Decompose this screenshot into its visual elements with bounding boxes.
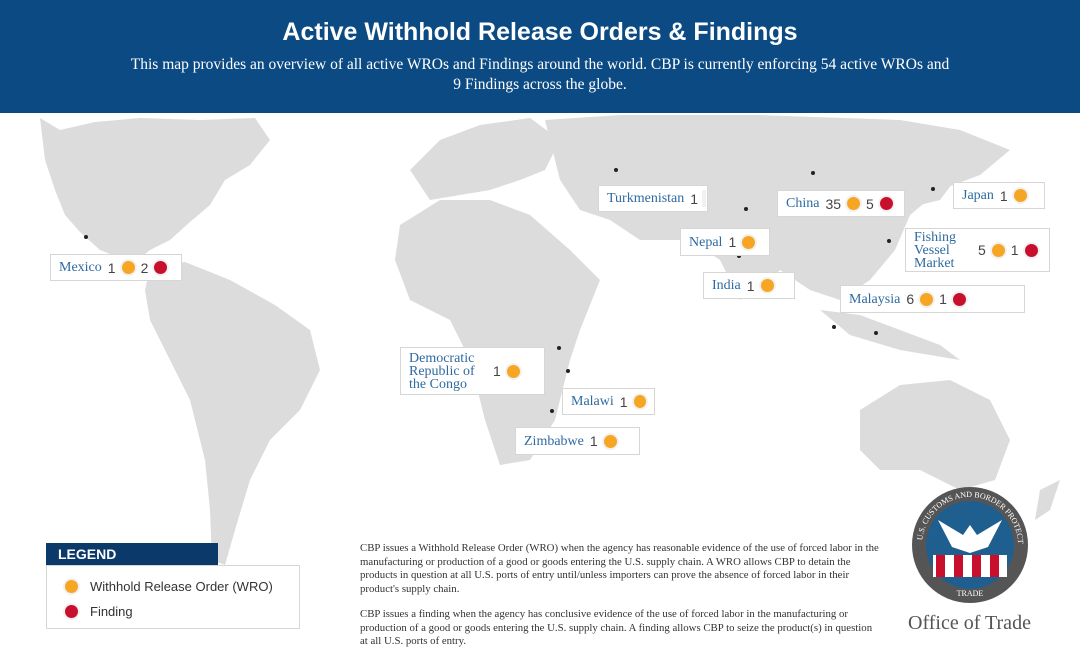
callout-china[interactable]: China 35 5: [777, 190, 905, 217]
callout-india[interactable]: India 1: [703, 272, 795, 299]
legend-item-finding: Finding: [65, 604, 133, 619]
callout-malawi[interactable]: Malawi 1: [562, 388, 655, 415]
malaysia-pin: [832, 325, 836, 329]
wro-dot-icon: [633, 395, 646, 408]
wro-count: 1: [589, 433, 598, 449]
malaysia-pin-2: [874, 331, 878, 335]
callout-turkmenistan[interactable]: Turkmenistan 1: [598, 185, 708, 212]
svg-text:TRADE: TRADE: [957, 589, 984, 598]
mexico-pin: [84, 235, 88, 239]
finding-dot-icon: [1024, 243, 1038, 257]
callout-fishing-vessel-market[interactable]: Fishing Vessel Market 5 1: [905, 228, 1050, 272]
legend-item-wro: Withhold Release Order (WRO): [65, 579, 273, 594]
wro-dot-icon: [920, 292, 934, 306]
malawi-pin: [566, 369, 570, 373]
finding-dot-icon: [879, 197, 893, 210]
finding-note: CBP issues a finding when the agency has…: [360, 608, 873, 647]
wro-count: 6: [906, 291, 915, 307]
legend-label: Withhold Release Order (WRO): [90, 579, 273, 594]
wro-dot-icon: [65, 580, 78, 593]
finding-dot-icon: [65, 605, 78, 618]
location-name: Mexico: [59, 260, 102, 275]
location-name: India: [712, 278, 741, 293]
finding-count: 2: [140, 259, 149, 276]
finding-count: 5: [866, 195, 874, 212]
callout-japan[interactable]: Japan 1: [953, 182, 1045, 209]
wro-count: 35: [825, 195, 842, 212]
legend-label: Finding: [90, 604, 133, 619]
nepal-pin: [744, 207, 748, 211]
fishing-vessel-pin: [887, 239, 891, 243]
page-subtitle: This map provides an overview of all act…: [130, 56, 950, 93]
location-name: Fishing Vessel Market: [914, 229, 957, 271]
wro-dot-icon: [760, 279, 774, 292]
wro-dot-icon: [506, 364, 520, 378]
location-name: Turkmenistan: [607, 191, 685, 206]
wro-note: CBP issues a Withhold Release Order (WRO…: [360, 542, 879, 595]
header-banner: Active Withhold Release Orders & Finding…: [0, 0, 1080, 113]
wro-count: 1: [493, 363, 501, 379]
wro-count: 1: [999, 187, 1008, 204]
legend: Withhold Release Order (WRO) Finding: [46, 565, 300, 629]
finding-count: 1: [939, 291, 947, 307]
location-name: Japan: [962, 188, 994, 203]
turkmenistan-pin: [614, 168, 618, 172]
north-america: [40, 118, 270, 262]
office-of-trade-label: Office of Trade: [908, 612, 1031, 634]
japan: [920, 160, 955, 205]
wro-dot-icon: [742, 235, 756, 249]
callout-mexico[interactable]: Mexico 1 2: [50, 254, 182, 281]
drc-pin: [557, 346, 561, 350]
new-zealand: [1035, 480, 1060, 520]
location-name: Malawi: [571, 394, 614, 409]
location-name: Nepal: [689, 234, 723, 250]
finding-count: 1: [1010, 242, 1019, 258]
wro-dot-icon: [1013, 189, 1027, 202]
explanatory-notes: CBP issues a Withhold Release Order (WRO…: [360, 542, 880, 649]
china-pin: [811, 171, 815, 175]
callout-zimbabwe[interactable]: Zimbabwe 1: [515, 427, 640, 455]
cbp-seal-logo: U.S. CUSTOMS AND BORDER PROTECTION TRADE: [908, 485, 1028, 603]
wro-count: 1: [690, 190, 699, 207]
africa: [395, 200, 600, 465]
finding-dot-icon: [952, 292, 966, 306]
wro-count: 5: [978, 242, 986, 258]
callout-nepal[interactable]: Nepal 1: [680, 228, 770, 256]
wro-dot-icon: [603, 434, 617, 448]
location-name: Democratic Republic of the Congo: [409, 350, 475, 392]
wro-count: 1: [619, 393, 628, 410]
page-title: Active Withhold Release Orders & Finding…: [282, 18, 798, 46]
wro-count: 1: [107, 259, 116, 276]
europe: [410, 118, 560, 200]
wro-dot-icon: [991, 243, 1005, 257]
japan-pin: [931, 187, 935, 191]
location-name: Zimbabwe: [524, 433, 584, 449]
wro-dot-icon: [847, 197, 861, 210]
finding-dot-icon: [154, 261, 168, 274]
callout-malaysia[interactable]: Malaysia 6 1: [840, 285, 1025, 313]
location-name: Malaysia: [849, 291, 901, 307]
south-america: [145, 262, 320, 565]
wro-count: 1: [728, 234, 737, 250]
southeast-asia: [820, 310, 960, 360]
callout-drc[interactable]: Democratic Republic of the Congo 1: [400, 347, 545, 395]
wro-count: 1: [746, 277, 755, 294]
zimbabwe-pin: [550, 409, 554, 413]
australia: [860, 380, 1010, 490]
legend-title: LEGEND: [46, 543, 218, 565]
wro-dot-icon: [121, 261, 135, 274]
location-name: China: [786, 196, 820, 211]
india-pin: [737, 254, 741, 258]
